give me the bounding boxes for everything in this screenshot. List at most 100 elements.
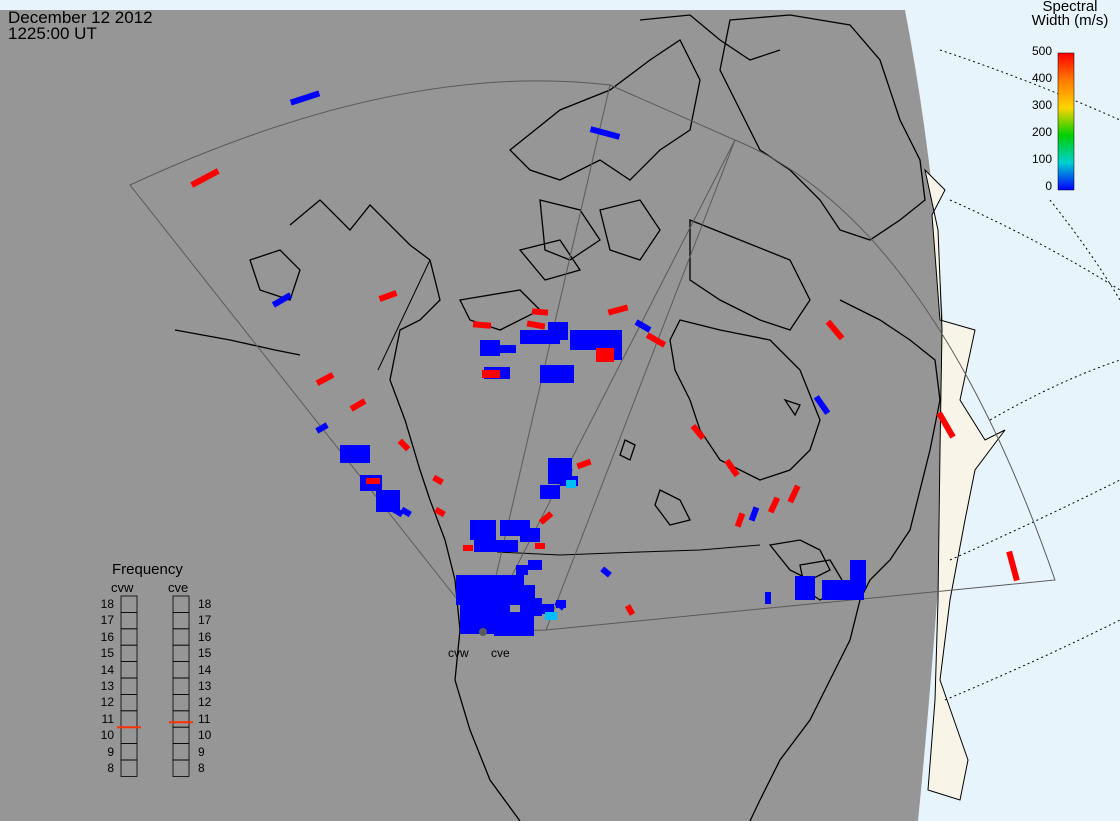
frequency-indicators: [117, 595, 193, 777]
scatter-cell: [556, 600, 566, 608]
scatter-cell: [765, 592, 771, 604]
scatter-cell: [349, 398, 367, 412]
colorbar-title-line2: Width (m/s): [1031, 12, 1109, 29]
scatter-cell: [315, 422, 329, 434]
scatter-cell: [787, 484, 801, 504]
scatter-cell: [271, 292, 293, 308]
colorbar: [1057, 52, 1075, 191]
scatter-cell: [190, 168, 220, 188]
scatter-cell: [434, 506, 446, 518]
colorbar-tick: 500: [1031, 44, 1052, 58]
frequency-tick: 8: [198, 761, 205, 775]
colorbar-tick: 400: [1031, 71, 1052, 85]
scatter-cell: [289, 90, 321, 106]
frequency-tick: 11: [101, 711, 114, 726]
scatter-data: [190, 90, 1020, 636]
scatter-cell: [596, 348, 614, 362]
scatter-cell: [600, 566, 612, 578]
scatter-cell: [516, 565, 528, 575]
scatter-cell: [570, 330, 600, 350]
time-label: 1225:00 UT: [8, 24, 97, 43]
coastlines: [174, 14, 941, 821]
scatter-cell: [500, 345, 516, 353]
timestamp: December 12 2012 1225:00 UT: [8, 8, 153, 43]
scatter-cell: [474, 540, 518, 552]
night-region: [0, 10, 946, 821]
frequency-tick: 16: [198, 629, 212, 644]
scatter-cell: [376, 490, 400, 512]
scatter-cell: [545, 612, 557, 620]
frequency-tick: 15: [198, 646, 212, 661]
frequency-tick: 8: [107, 761, 114, 775]
scatter-cell: [400, 506, 412, 518]
scatter-cell: [470, 520, 496, 540]
colorbar-tick: 100: [1031, 152, 1052, 166]
frequency-tick: 13: [100, 679, 114, 693]
scatter-cell: [366, 478, 380, 484]
scatter-cell: [480, 340, 500, 356]
frequency-tick: 14: [198, 662, 212, 677]
scatter-cell: [1006, 550, 1020, 582]
scatter-cell: [508, 575, 524, 585]
scatter-cell: [813, 395, 831, 415]
station-cve: cve: [491, 646, 510, 660]
borders: [377, 259, 761, 556]
colorbar-tick: 200: [1031, 125, 1052, 139]
frequency-cell: [120, 759, 138, 777]
scatter-cell: [607, 304, 629, 316]
frequency-tick: 13: [198, 679, 212, 693]
frequency-tick: 16: [100, 629, 114, 644]
scatter-cell: [724, 458, 740, 478]
frequency-tick: 9: [198, 744, 205, 759]
scatter-cell: [690, 423, 706, 441]
scatter-cell: [520, 598, 542, 616]
scatter-cell: [531, 308, 549, 316]
scatter-cell: [936, 411, 956, 439]
frequency-tick: 15: [100, 646, 114, 661]
scatter-cell: [576, 458, 592, 470]
scatter-cell: [767, 496, 781, 514]
grid-circles: [939, 49, 1120, 701]
colorbar-tick: 0: [1045, 179, 1052, 193]
frequency-tick: 12: [100, 695, 114, 710]
station-cvw: cvw: [448, 646, 469, 660]
scatter-cell: [795, 576, 815, 600]
radar-name-cvw: cvw: [111, 580, 134, 595]
scatter-cell: [315, 372, 335, 386]
scatter-cell: [748, 506, 760, 522]
frequency-tick: 18: [198, 597, 212, 611]
scatter-cell: [432, 474, 444, 486]
frequency-tick: 14: [100, 662, 114, 677]
colorbar-title-line1: Spectral: [1042, 0, 1098, 15]
radar-name-cve: cve: [168, 580, 189, 595]
scatter-cell: [850, 560, 866, 590]
frequency-tick: 11: [198, 711, 211, 726]
frequency-tick: 17: [198, 613, 212, 628]
scatter-cell: [535, 543, 545, 549]
scatter-cell: [825, 319, 845, 341]
radar-site: [479, 628, 487, 636]
scatter-cell: [540, 365, 574, 383]
scatter-cell: [566, 480, 576, 488]
scatter-cell: [528, 560, 542, 570]
scatter-cell: [378, 290, 398, 302]
scatter-cell: [540, 485, 560, 499]
scatter-cell: [472, 321, 492, 329]
scatter-cell: [397, 438, 411, 452]
scatter-cell: [520, 528, 540, 542]
frequency-tick: 18: [100, 597, 114, 611]
date-label: December 12 2012: [8, 8, 153, 27]
scatter-cell: [734, 512, 746, 528]
frequency-title: Frequency: [112, 561, 183, 578]
scatter-cell: [540, 604, 554, 614]
scatter-cell: [482, 370, 500, 378]
frequency-tick: 12: [198, 695, 212, 710]
frequency-tick: 10: [198, 728, 212, 743]
frequency-cell: [172, 759, 190, 777]
scatter-cell: [589, 126, 621, 140]
frequency-tick: 9: [107, 744, 114, 759]
daylit-land: [924, 168, 1006, 801]
scatter-cell: [526, 320, 546, 330]
